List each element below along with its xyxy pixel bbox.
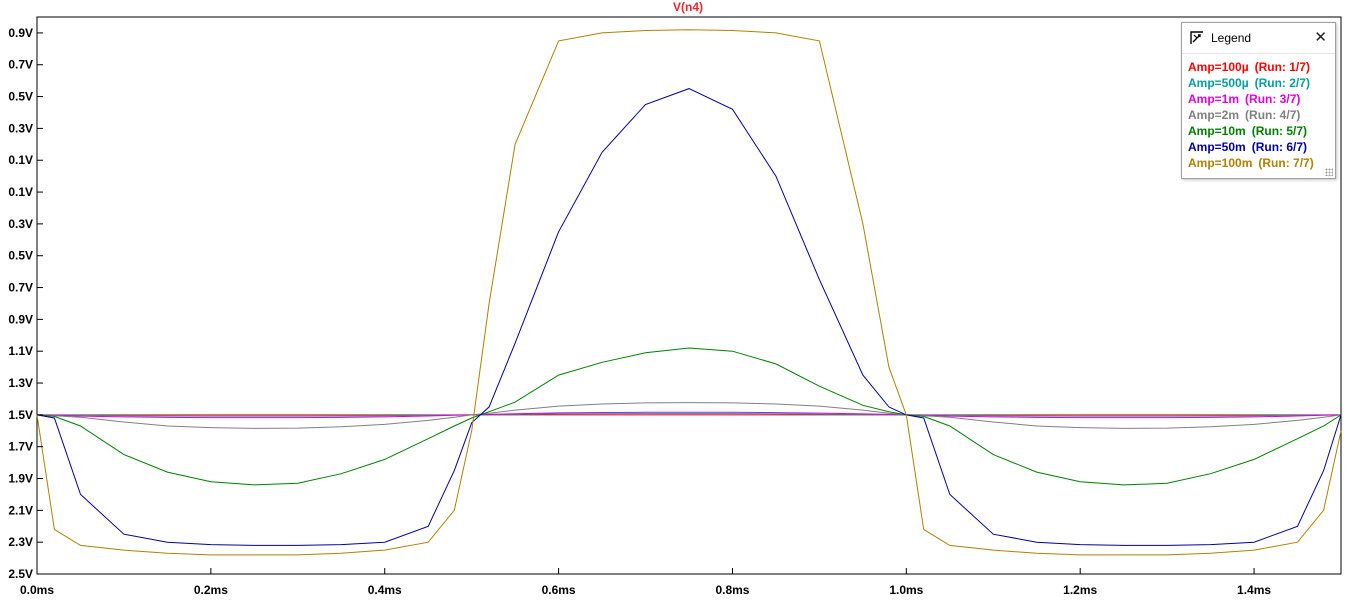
series-line-run-4[interactable] — [36, 402, 1342, 429]
x-tick-label: 0.4ms — [368, 583, 402, 597]
ltspice-probe-icon — [1190, 31, 1203, 44]
y-tick-label: 1.9V — [8, 472, 33, 486]
legend-item-run: (Run: 1/7) — [1254, 60, 1310, 74]
legend-item-run-4[interactable]: Amp=2m (Run: 4/7) — [1188, 107, 1320, 123]
legend-item-amp: Amp=100m — [1188, 156, 1253, 170]
series-line-run-5[interactable] — [36, 347, 1342, 486]
y-tick-label: 0.7V — [8, 58, 33, 72]
y-tick-label: 2.5V — [8, 567, 33, 581]
y-tick-label: 1.3V — [8, 376, 33, 390]
x-tick-label: 1.2ms — [1063, 583, 1097, 597]
legend-item-amp: Amp=50m — [1188, 140, 1246, 154]
series-layer — [36, 29, 1342, 556]
y-tick-label: 0.1V — [8, 153, 33, 167]
y-axis: 0.9V 0.7V 0.5V 0.3V 0.1V 0.1V 0.3V 0.5V 0.7V 0.9V… — [8, 26, 43, 581]
series-line-run-2[interactable] — [36, 413, 1342, 417]
legend-item-amp: Amp=1m — [1188, 92, 1240, 106]
legend-header[interactable]: Legend ✕ — [1182, 23, 1335, 54]
legend-item-run-6[interactable]: Amp=50m (Run: 6/7) — [1188, 139, 1320, 155]
resize-grip-icon[interactable] — [1325, 168, 1333, 176]
legend-item-run: (Run: 4/7) — [1245, 108, 1301, 122]
x-tick-label: 0.2ms — [194, 583, 228, 597]
y-tick-label: 0.5V — [8, 249, 33, 263]
close-icon[interactable]: ✕ — [1314, 29, 1327, 46]
y-tick-label: 1.1V — [8, 344, 33, 358]
legend-item-amp: Amp=2m — [1188, 108, 1240, 122]
y-tick-label: 0.1V — [8, 185, 33, 199]
legend-item-run: (Run: 6/7) — [1251, 140, 1308, 154]
legend-item-run-1[interactable]: Amp=100µ (Run: 1/7) — [1188, 59, 1320, 75]
legend-item-amp: Amp=500µ — [1188, 76, 1249, 90]
y-tick-label: 0.3V — [8, 121, 33, 135]
legend-item-run: (Run: 5/7) — [1251, 124, 1308, 138]
legend-item-amp: Amp=100µ — [1188, 60, 1249, 74]
y-tick-label: 2.1V — [8, 503, 33, 517]
y-tick-label: 0.9V — [8, 26, 33, 40]
y-tick-label: 0.9V — [8, 312, 33, 326]
legend-item-run: (Run: 3/7) — [1245, 92, 1301, 106]
x-axis: 0.0ms 0.2ms 0.4ms 0.6ms 0.8ms 1.0ms 1.2ms 1.4ms — [20, 568, 1271, 597]
y-tick-label: 2.3V — [8, 535, 33, 549]
series-line-run-3[interactable] — [36, 411, 1342, 419]
x-tick-label: 0.8ms — [715, 583, 749, 597]
chart-title: V(n4) — [673, 0, 703, 14]
legend-items: Amp=100µ (Run: 1/7) Amp=500µ (Run: 2/7) Am… — [1188, 59, 1320, 171]
legend-item-run-2[interactable]: Amp=500µ (Run: 2/7) — [1188, 75, 1320, 91]
series-line-run-6[interactable] — [36, 88, 1342, 546]
x-tick-label: 1.4ms — [1237, 583, 1271, 597]
y-tick-label: 1.7V — [8, 440, 33, 454]
legend-item-run-3[interactable]: Amp=1m (Run: 3/7) — [1188, 91, 1320, 107]
legend-item-run-7[interactable]: Amp=100m (Run: 7/7) — [1188, 155, 1320, 171]
legend-item-run: (Run: 2/7) — [1254, 76, 1310, 90]
y-tick-label: 0.5V — [8, 90, 33, 104]
legend-item-run: (Run: 7/7) — [1258, 156, 1314, 170]
legend-window[interactable]: Legend ✕ Amp=100µ (Run: 1/7) Amp=500µ (Run… — [1181, 22, 1336, 179]
x-tick-label: 0.6ms — [542, 583, 576, 597]
y-tick-label: 1.5V — [8, 408, 33, 422]
legend-item-amp: Amp=10m — [1188, 124, 1246, 138]
x-tick-label: 0.0ms — [20, 583, 54, 597]
y-tick-label: 0.3V — [8, 217, 33, 231]
plot-frame — [36, 16, 1342, 575]
legend-item-run-5[interactable]: Amp=10m (Run: 5/7) — [1188, 123, 1320, 139]
series-line-run-7[interactable] — [36, 29, 1342, 556]
legend-title: Legend — [1211, 31, 1252, 45]
x-tick-label: 1.0ms — [889, 583, 923, 597]
y-tick-label: 0.7V — [8, 281, 33, 295]
